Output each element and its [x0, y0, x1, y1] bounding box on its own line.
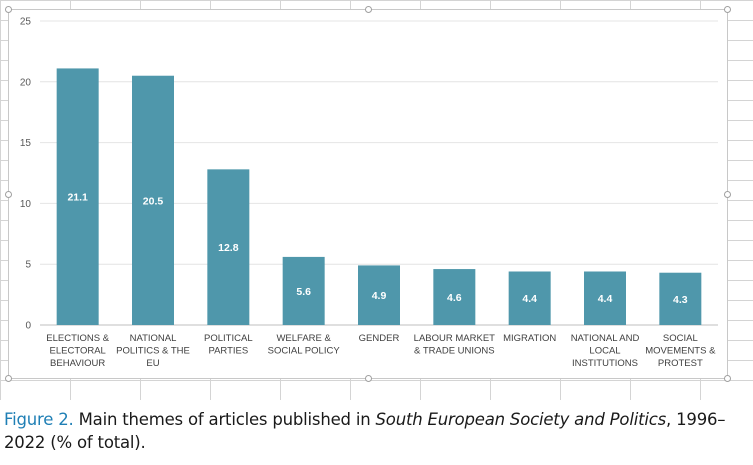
resize-handle-right[interactable] — [724, 191, 731, 198]
caption-journal-name: South European Society and Politics — [375, 410, 667, 429]
bar-chart: 0 5 10 15 20 25 21.1 ELECTIONS & ELECTORAL BEHAVI… — [20, 17, 718, 369]
bar — [56, 68, 99, 325]
bar — [132, 75, 174, 325]
y-tick-label: 10 — [20, 199, 32, 210]
figure-caption: Figure 2. Main themes of articles publis… — [4, 408, 749, 454]
figure-label: Figure 2. — [4, 410, 74, 429]
y-tick-label: 15 — [20, 138, 32, 149]
data-label: 21.1 — [67, 192, 88, 204]
x-tick-label: MIGRATION — [503, 333, 556, 344]
resize-handle-bottom-left[interactable] — [5, 375, 12, 382]
data-label: 20.5 — [143, 195, 164, 207]
bar — [358, 265, 400, 325]
x-tick-label: POLITICAL PARTIES — [204, 333, 253, 357]
bar — [584, 271, 626, 325]
caption-text-before: Main themes of articles published in — [73, 410, 376, 429]
resize-handle-bottom-right[interactable] — [724, 375, 731, 382]
data-label: 4.3 — [673, 294, 688, 306]
bar — [433, 269, 476, 325]
y-tick-label: 0 — [25, 321, 31, 332]
x-tick-label: GENDER — [359, 333, 400, 344]
data-label: 4.6 — [447, 292, 462, 304]
resize-handle-bottom[interactable] — [365, 375, 372, 382]
resize-handle-top-left[interactable] — [5, 6, 12, 13]
resize-handle-top-right[interactable] — [724, 6, 731, 13]
x-tick-label: ELECTIONS & ELECTORAL BEHAVIOUR — [46, 333, 109, 369]
data-label: 4.9 — [372, 290, 387, 302]
data-label: 4.4 — [598, 293, 613, 305]
y-tick-label: 20 — [20, 77, 32, 88]
bar — [207, 169, 250, 325]
y-tick-label: 25 — [20, 17, 32, 28]
bar — [659, 272, 702, 325]
x-tick-label: SOCIAL MOVEMENTS & PROTEST — [645, 333, 716, 369]
x-tick-label: WELFARE & SOCIAL POLICY — [268, 333, 341, 357]
y-tick-label: 5 — [25, 260, 31, 271]
caption-text-after: , 1996–2022 (% of total). — [4, 410, 726, 452]
data-label: 5.6 — [296, 286, 311, 298]
resize-handle-left[interactable] — [5, 191, 12, 198]
resize-handle-top[interactable] — [365, 6, 372, 13]
x-tick-label: NATIONAL POLITICS & THE EU — [116, 333, 190, 369]
bar — [508, 271, 551, 325]
data-label: 4.4 — [522, 293, 537, 305]
x-tick-label: NATIONAL AND LOCAL INSTITUTIONS — [571, 333, 640, 369]
data-label: 12.8 — [218, 242, 239, 254]
bar — [282, 256, 325, 325]
x-tick-label: LABOUR MARKET & TRADE UNIONS — [414, 333, 495, 357]
